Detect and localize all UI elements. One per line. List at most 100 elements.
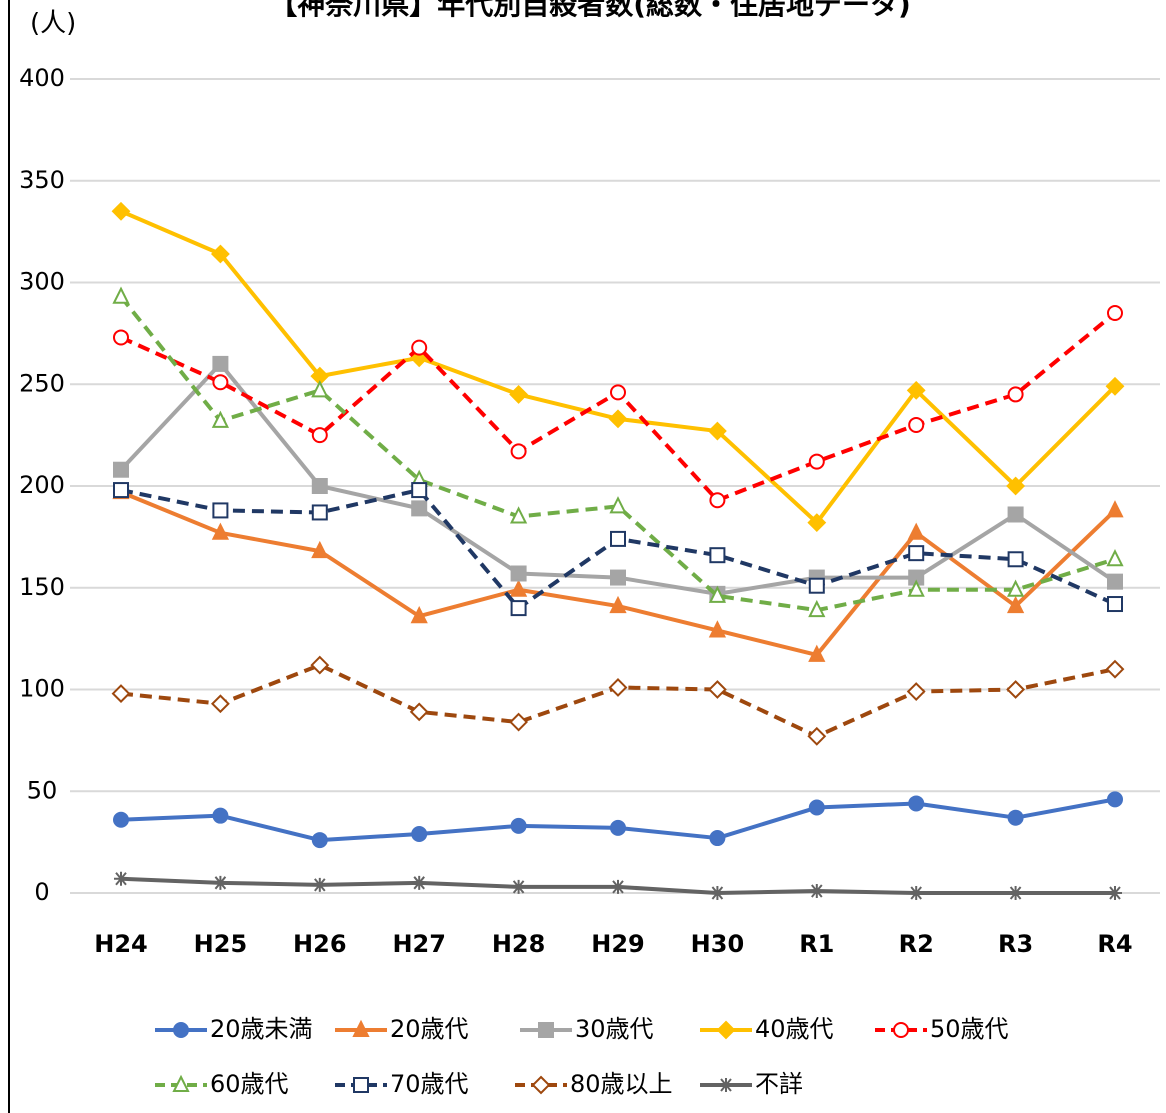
marker	[707, 680, 727, 699]
marker	[1105, 659, 1125, 679]
marker	[808, 644, 826, 662]
marker	[510, 443, 527, 460]
marker	[807, 726, 827, 746]
marker	[411, 339, 428, 356]
legend-label: 70歳代	[390, 1070, 469, 1098]
marker	[113, 329, 129, 346]
x-tick-label: H28	[492, 930, 545, 958]
marker	[212, 355, 229, 372]
legend-marker	[716, 1020, 736, 1040]
legend-item: 不詳	[700, 1070, 803, 1098]
legend-marker	[893, 1022, 909, 1038]
marker	[113, 811, 129, 828]
marker	[212, 502, 229, 519]
marker	[112, 286, 130, 304]
legend-item: 40歳代	[700, 1015, 834, 1043]
marker	[708, 620, 727, 638]
marker	[808, 577, 825, 594]
marker	[709, 830, 726, 847]
y-axis-label: (人)	[30, 9, 76, 39]
legend-marker	[352, 1019, 370, 1037]
y-tick-label: 200	[19, 471, 65, 499]
x-tick-label: R2	[899, 930, 934, 958]
marker	[1007, 386, 1024, 403]
y-tick-label: 350	[19, 166, 65, 194]
marker	[311, 540, 329, 559]
y-tick-label: 100	[19, 675, 65, 703]
marker	[1006, 476, 1026, 496]
marker	[409, 702, 429, 722]
marker	[906, 682, 926, 701]
marker	[611, 879, 625, 894]
legend-label: 20歳代	[390, 1015, 469, 1043]
x-tick-label: H30	[691, 930, 744, 958]
series	[113, 305, 1123, 509]
marker	[1008, 886, 1023, 900]
legend-item: 30歳代	[520, 1015, 654, 1043]
marker	[807, 513, 827, 533]
marker	[113, 482, 129, 499]
marker	[1107, 573, 1123, 590]
y-tick-label: 400	[19, 64, 65, 92]
series-line	[120, 663, 1116, 739]
marker	[510, 565, 527, 582]
marker	[908, 795, 925, 812]
legend-marker	[531, 1075, 551, 1095]
marker	[1106, 500, 1124, 518]
legend-label: 50歳代	[930, 1015, 1009, 1043]
x-tick-label: H27	[392, 930, 445, 958]
y-tick-label: 50	[27, 776, 58, 804]
marker	[212, 374, 229, 391]
series	[112, 286, 1124, 618]
legend-marker	[172, 1074, 190, 1092]
marker	[808, 453, 825, 470]
marker	[908, 545, 925, 562]
marker	[908, 416, 925, 433]
marker	[1106, 549, 1124, 567]
chart-title: 【神奈川県】年代別自殺者数(総数・住居地データ)	[269, 0, 911, 21]
marker	[114, 871, 128, 886]
marker	[610, 530, 626, 547]
legend-item: 70歳代	[335, 1070, 469, 1098]
legend-label: 不詳	[755, 1070, 803, 1098]
marker	[509, 385, 529, 404]
legend-label: 60歳代	[210, 1070, 289, 1098]
marker	[212, 807, 229, 824]
marker	[610, 819, 626, 836]
x-tick-label: H29	[591, 930, 644, 958]
x-tick-label: R1	[799, 930, 834, 958]
marker	[1107, 791, 1123, 808]
marker	[311, 478, 328, 494]
marker	[113, 461, 129, 478]
legend-marker	[719, 1078, 733, 1092]
legend-item: 50歳代	[875, 1015, 1009, 1043]
marker	[1107, 305, 1123, 322]
series	[113, 791, 1123, 849]
y-tick-label: 300	[19, 268, 65, 296]
legend-item: 20歳代	[335, 1015, 469, 1043]
marker	[509, 712, 529, 732]
marker	[709, 492, 726, 509]
marker	[708, 585, 727, 603]
marker	[707, 421, 727, 441]
marker	[1006, 680, 1026, 699]
legend-label: 40歳代	[755, 1015, 834, 1043]
marker	[211, 410, 230, 428]
series	[111, 655, 1125, 746]
marker	[311, 427, 328, 444]
marker	[511, 879, 526, 894]
legend-marker	[173, 1022, 189, 1038]
series	[113, 482, 1123, 617]
marker	[111, 201, 131, 221]
legend-item: 80歳以上	[515, 1070, 673, 1098]
marker	[310, 655, 330, 675]
x-tick-label: H26	[293, 930, 346, 958]
marker	[1107, 596, 1123, 613]
marker	[1007, 506, 1024, 523]
y-tick-label: 0	[34, 878, 49, 906]
marker	[907, 522, 925, 540]
legend-marker	[353, 1077, 369, 1093]
marker	[609, 595, 627, 614]
marker	[510, 600, 527, 617]
